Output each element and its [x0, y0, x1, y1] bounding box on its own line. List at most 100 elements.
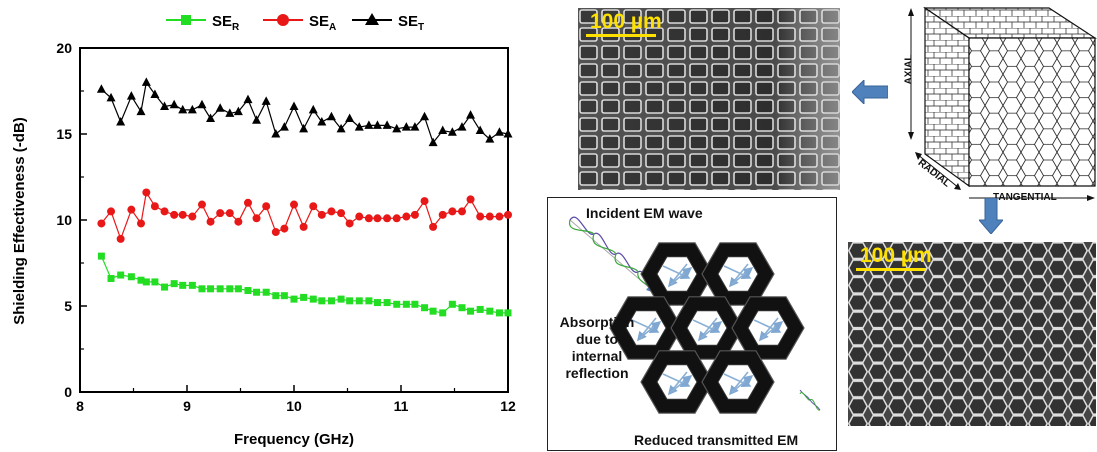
data-point: [401, 122, 411, 131]
scale-bar-bottom: [856, 268, 926, 271]
data-point: [355, 297, 363, 305]
scale-bar-top: [586, 34, 656, 37]
data-point: [411, 300, 419, 308]
data-point: [178, 104, 188, 114]
data-point: [161, 283, 169, 291]
data-point: [318, 297, 326, 305]
data-point: [429, 307, 437, 315]
data-point: [116, 116, 126, 126]
data-point: [126, 91, 136, 100]
legend-sub-t: T: [418, 22, 424, 33]
sem-axial-texture: [578, 8, 840, 190]
data-point: [383, 214, 392, 223]
honeycomb-cell-inner: [656, 364, 698, 400]
data-point: [354, 122, 364, 131]
data-point: [476, 305, 484, 313]
x-tick-label: 10: [286, 398, 302, 414]
legend-label-se-a: SE: [309, 13, 329, 30]
data-point: [216, 209, 225, 218]
data-point: [262, 288, 270, 296]
y-axis-label: Shielding Effectiveness (-dB): [11, 117, 28, 325]
data-point: [107, 207, 116, 216]
honeycomb-cell-inner: [686, 310, 728, 346]
sem-image-axial: 100 µm: [578, 8, 840, 190]
data-point: [345, 219, 354, 228]
data-point: [364, 120, 374, 129]
data-point: [317, 116, 327, 126]
data-point: [96, 84, 106, 93]
data-point: [169, 99, 179, 109]
data-point: [127, 205, 136, 214]
data-point: [503, 129, 513, 138]
data-point: [106, 92, 116, 102]
data-point: [188, 281, 196, 289]
y-tick-label: 10: [56, 212, 72, 228]
data-point: [261, 96, 271, 105]
data-point: [308, 104, 318, 114]
data-point: [428, 137, 438, 147]
data-point: [178, 210, 187, 219]
data-point: [475, 125, 485, 135]
data-point: [151, 278, 159, 286]
data-point: [466, 110, 476, 119]
data-point: [476, 212, 485, 221]
transmitted-wave-label: Reduced transmitted EM wave: [634, 432, 799, 450]
absorption-label: Absorption due to internal reflection: [552, 314, 642, 382]
x-tick-label: 12: [500, 398, 516, 414]
honeycomb-cell-inner: [717, 364, 759, 400]
data-point: [150, 202, 159, 211]
chart-series: [96, 77, 513, 317]
reflection-arrow: [639, 321, 662, 339]
legend-item-se-t: SET: [352, 13, 424, 33]
data-point: [234, 217, 243, 226]
data-point: [243, 94, 253, 104]
data-point: [188, 212, 197, 221]
series-se-t: [96, 77, 513, 147]
y-tick-label: 0: [64, 384, 72, 400]
data-point: [233, 106, 243, 116]
data-point: [495, 212, 504, 221]
honeycomb-drawing: [569, 216, 821, 414]
data-point: [280, 224, 289, 233]
data-point: [107, 274, 115, 282]
data-point: [271, 129, 281, 138]
data-point: [299, 123, 309, 133]
data-point: [309, 202, 318, 211]
data-point: [420, 197, 429, 206]
data-point: [97, 219, 106, 228]
sem-image-tangential: 100 µm: [848, 242, 1096, 426]
data-point: [290, 200, 298, 209]
legend-item-se-a: SEA: [263, 13, 336, 33]
chart-axes: 8 9 10 11 12 0 5 10 15 20: [56, 40, 516, 414]
data-point: [364, 214, 373, 223]
data-point: [299, 222, 308, 231]
data-point: [373, 214, 382, 223]
honeycomb-cell-inner: [747, 310, 789, 346]
data-point: [207, 285, 215, 293]
data-point: [372, 120, 382, 129]
arrow-down-icon: [979, 198, 1003, 234]
data-point: [467, 307, 475, 315]
data-point: [234, 285, 242, 293]
data-point: [272, 292, 280, 300]
data-point: [327, 207, 336, 216]
data-point: [392, 123, 402, 133]
x-tick-label: 11: [394, 398, 409, 414]
data-point: [448, 207, 457, 216]
data-point: [346, 297, 354, 305]
em-wave-schematic: Incident EM wave Absorption due to inter…: [547, 197, 837, 451]
data-point: [392, 214, 401, 223]
data-point: [262, 202, 271, 211]
data-point: [410, 122, 420, 131]
data-point: [206, 113, 216, 123]
data-point: [382, 120, 392, 129]
data-point: [244, 287, 252, 295]
data-point: [448, 300, 456, 308]
data-point: [373, 299, 381, 307]
data-point: [97, 252, 105, 260]
data-point: [300, 293, 308, 301]
data-point: [289, 101, 299, 110]
data-point: [252, 214, 261, 223]
data-point: [504, 210, 512, 219]
data-point: [421, 304, 429, 312]
